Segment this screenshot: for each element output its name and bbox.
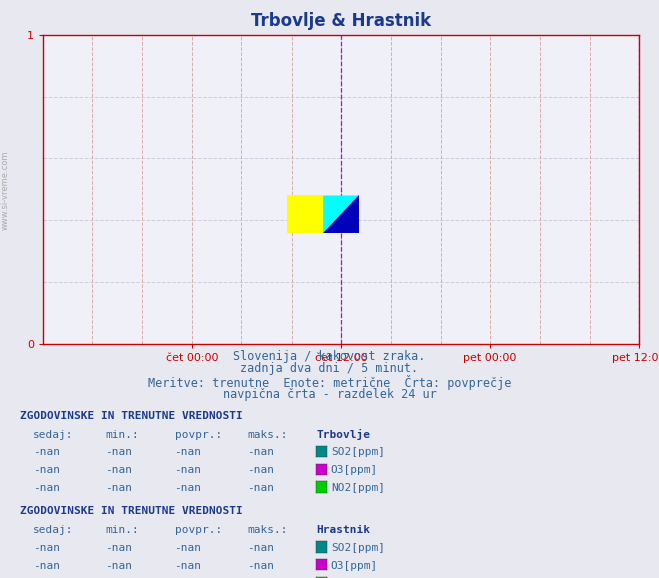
Text: Meritve: trenutne  Enote: metrične  Črta: povprečje: Meritve: trenutne Enote: metrične Črta: … bbox=[148, 375, 511, 390]
Text: zadnja dva dni / 5 minut.: zadnja dva dni / 5 minut. bbox=[241, 362, 418, 375]
Text: -nan: -nan bbox=[175, 465, 201, 475]
Text: navpična črta - razdelek 24 ur: navpična črta - razdelek 24 ur bbox=[223, 388, 436, 401]
Text: ZGODOVINSKE IN TRENUTNE VREDNOSTI: ZGODOVINSKE IN TRENUTNE VREDNOSTI bbox=[20, 411, 243, 421]
Text: -nan: -nan bbox=[105, 561, 132, 570]
Text: -nan: -nan bbox=[247, 483, 273, 493]
Text: -nan: -nan bbox=[247, 465, 273, 475]
Text: -nan: -nan bbox=[33, 465, 59, 475]
Text: povpr.:: povpr.: bbox=[175, 525, 222, 535]
Text: -nan: -nan bbox=[105, 447, 132, 457]
Text: -nan: -nan bbox=[33, 483, 59, 493]
Text: NO2[ppm]: NO2[ppm] bbox=[331, 483, 385, 493]
Text: Hrastnik: Hrastnik bbox=[316, 525, 370, 535]
Text: -nan: -nan bbox=[247, 561, 273, 570]
Text: O3[ppm]: O3[ppm] bbox=[331, 465, 378, 475]
Text: -nan: -nan bbox=[247, 543, 273, 553]
Text: -nan: -nan bbox=[247, 447, 273, 457]
Polygon shape bbox=[287, 195, 323, 232]
Text: -nan: -nan bbox=[175, 447, 201, 457]
Text: maks.:: maks.: bbox=[247, 525, 287, 535]
Text: Slovenija / kakovost zraka.: Slovenija / kakovost zraka. bbox=[233, 350, 426, 362]
Text: ZGODOVINSKE IN TRENUTNE VREDNOSTI: ZGODOVINSKE IN TRENUTNE VREDNOSTI bbox=[20, 506, 243, 516]
Text: maks.:: maks.: bbox=[247, 429, 287, 439]
Text: -nan: -nan bbox=[33, 561, 59, 570]
Text: -nan: -nan bbox=[105, 483, 132, 493]
Text: -nan: -nan bbox=[105, 465, 132, 475]
Text: -nan: -nan bbox=[105, 543, 132, 553]
Text: Trbovlje: Trbovlje bbox=[316, 428, 370, 439]
Text: SO2[ppm]: SO2[ppm] bbox=[331, 543, 385, 553]
Text: sedaj:: sedaj: bbox=[33, 525, 73, 535]
Text: min.:: min.: bbox=[105, 429, 139, 439]
Text: -nan: -nan bbox=[175, 543, 201, 553]
Text: -nan: -nan bbox=[33, 543, 59, 553]
Text: min.:: min.: bbox=[105, 525, 139, 535]
Text: -nan: -nan bbox=[175, 561, 201, 570]
Text: O3[ppm]: O3[ppm] bbox=[331, 561, 378, 570]
Text: sedaj:: sedaj: bbox=[33, 429, 73, 439]
Text: -nan: -nan bbox=[175, 483, 201, 493]
Text: SO2[ppm]: SO2[ppm] bbox=[331, 447, 385, 457]
Title: Trbovlje & Hrastnik: Trbovlje & Hrastnik bbox=[251, 12, 431, 31]
Text: www.si-vreme.com: www.si-vreme.com bbox=[1, 151, 10, 231]
Polygon shape bbox=[323, 195, 359, 232]
Text: povpr.:: povpr.: bbox=[175, 429, 222, 439]
Text: -nan: -nan bbox=[33, 447, 59, 457]
Polygon shape bbox=[323, 195, 359, 232]
